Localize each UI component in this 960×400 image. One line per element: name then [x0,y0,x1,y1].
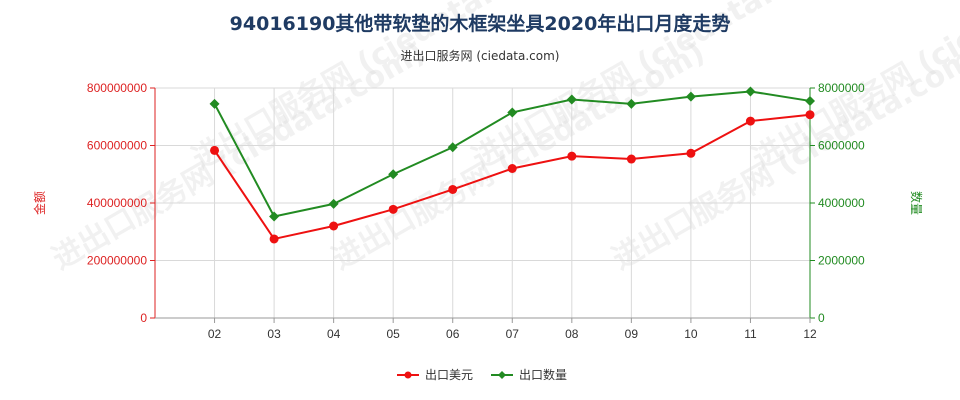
right-axis-title: 数量 [909,191,924,215]
data-point-circle [388,204,398,214]
left-tick-label: 200000000 [87,254,147,268]
right-tick-label: 2000000 [818,254,865,268]
chart-title: 94016190其他带软垫的木框架坐具2020年出口月度走势 [230,12,731,35]
data-point-circle [626,154,636,164]
data-point-diamond [805,95,815,106]
left-axis-title: 金额 [32,191,47,215]
data-point-diamond [566,94,577,105]
data-point-diamond [209,98,220,109]
data-point-circle [745,116,755,126]
left-tick-label: 0 [140,311,147,325]
x-tick-label: 08 [565,327,579,341]
right-axis-ticks: 0 2000000 4000000 6000000 8000000 [810,81,865,325]
left-axis-ticks: 0 200000000 400000000 600000000 800000000 [87,81,155,325]
x-tick-label: 04 [327,327,341,341]
data-point-diamond [269,211,280,222]
data-point-diamond [745,86,756,97]
x-tick-label: 07 [506,327,520,341]
x-tick-label: 11 [744,327,757,341]
right-tick-label: 8000000 [818,81,865,95]
data-point-diamond [447,142,458,153]
data-point-circle [507,164,517,173]
data-point-diamond [626,98,637,109]
data-point-circle [567,151,577,161]
legend-marker-circle [404,371,412,379]
legend: 出口美元 出口数量 [397,367,567,382]
x-tick-label: 05 [387,327,401,341]
data-point-circle [686,148,696,158]
data-point-circle [448,184,458,194]
data-point-diamond [507,107,518,118]
data-point-diamond [328,198,339,209]
legend-label-1: 出口美元 [425,368,473,382]
left-tick-label: 400000000 [87,196,147,210]
x-tick-label: 03 [267,327,281,341]
data-point-circle [805,110,815,120]
x-tick-label: 02 [208,327,222,341]
series-layer [209,86,815,244]
chart-subtitle: 进出口服务网 (ciedata.com) [401,48,560,63]
x-tick-label: 10 [684,327,698,341]
data-point-diamond [685,91,696,102]
legend-marker-diamond [498,371,506,379]
data-point-circle [210,145,220,155]
left-tick-label: 600000000 [87,139,147,153]
data-point-diamond [388,169,399,180]
data-point-circle [329,221,339,231]
x-tick-label: 06 [446,327,460,341]
data-point-circle [269,234,279,244]
right-tick-label: 0 [818,311,825,325]
left-tick-label: 800000000 [87,81,147,95]
legend-label-2: 出口数量 [519,367,567,382]
right-tick-label: 6000000 [818,139,865,153]
right-tick-label: 4000000 [818,196,865,210]
x-tick-label: 09 [625,327,639,341]
x-tick-label: 12 [803,327,817,341]
x-axis-ticks: 02 03 04 05 06 07 08 09 10 11 12 [208,318,817,341]
